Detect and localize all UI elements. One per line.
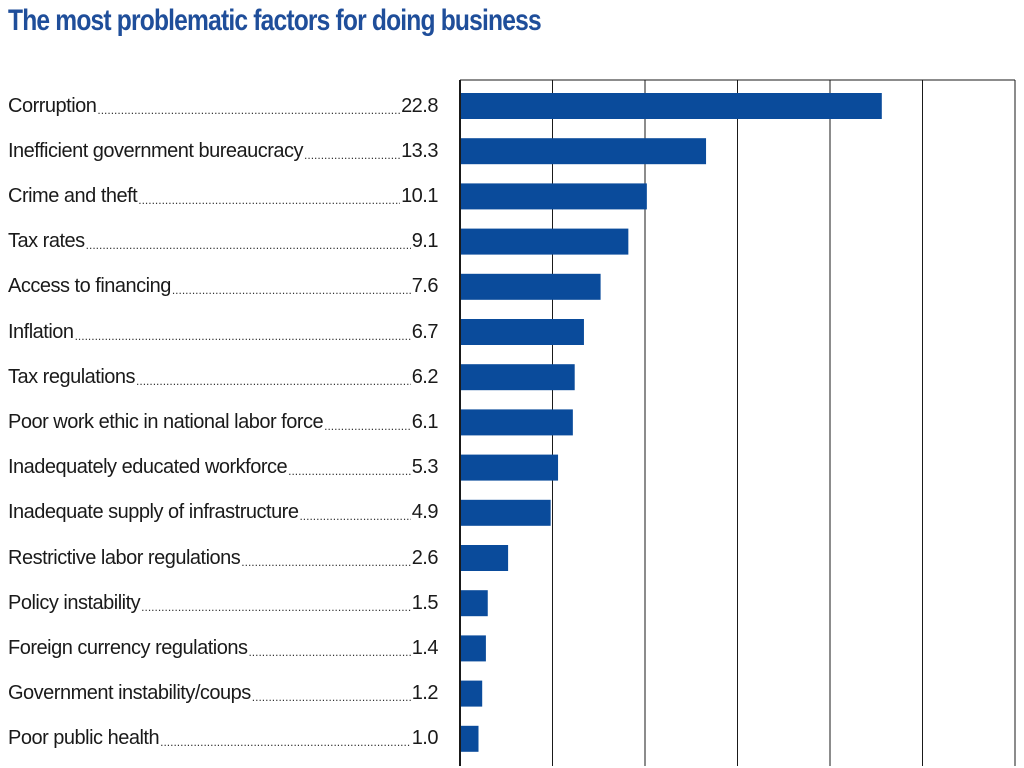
- dot-leader: ........................................…: [74, 328, 411, 343]
- bar: [461, 454, 559, 481]
- category-label: Foreign currency regulations: [8, 636, 248, 659]
- dot-leader: ........................................…: [324, 418, 411, 433]
- category-row: Crime and theft.........................…: [8, 174, 438, 219]
- category-label: Access to financing: [8, 275, 171, 298]
- category-row: Inefficient government bureaucracy......…: [8, 129, 438, 174]
- bar: [461, 93, 882, 119]
- category-label: Restrictive labor regulations: [8, 546, 241, 569]
- bar: [461, 499, 551, 526]
- category-row: Foreign currency regulations............…: [8, 626, 439, 671]
- bar: [461, 319, 584, 345]
- value-label: 1.5: [411, 591, 439, 614]
- value-label: 7.6: [411, 275, 439, 298]
- dot-leader: ........................................…: [248, 644, 411, 659]
- category-row: Inflation...............................…: [8, 310, 439, 355]
- category-label: Tax rates: [8, 230, 85, 253]
- category-label: Corruption: [8, 94, 97, 117]
- value-label: 1.0: [411, 727, 439, 750]
- dot-leader: ........................................…: [97, 102, 401, 117]
- value-label: 13.3: [401, 139, 438, 162]
- category-row: Tax regulations.........................…: [8, 355, 439, 400]
- category-label: Tax regulations: [8, 365, 136, 388]
- bar: [461, 409, 573, 436]
- category-label: Poor public health: [8, 727, 160, 750]
- dot-leader: ........................................…: [304, 147, 400, 162]
- value-label: 5.3: [411, 456, 439, 479]
- bar: [461, 635, 486, 662]
- category-row: Inadequately educated workforce.........…: [8, 445, 439, 490]
- bar: [461, 183, 647, 210]
- category-row: Tax rates...............................…: [8, 219, 439, 264]
- dot-leader: ........................................…: [251, 690, 411, 705]
- category-label: Poor work ethic in national labor force: [8, 410, 324, 433]
- bar: [461, 364, 575, 391]
- category-label: Inflation: [8, 320, 74, 343]
- category-row: Restrictive labor regulations...........…: [8, 536, 439, 581]
- dot-leader: ........................................…: [138, 192, 400, 207]
- bar: [461, 725, 479, 752]
- category-row: Poor public health......................…: [8, 716, 439, 761]
- bar: [461, 228, 629, 255]
- category-label: Policy instability: [8, 591, 141, 614]
- dot-leader: ........................................…: [160, 735, 411, 750]
- value-label: 9.1: [411, 230, 439, 253]
- category-row: Policy instability......................…: [8, 581, 439, 626]
- dot-leader: ........................................…: [241, 554, 410, 569]
- bar: [461, 680, 483, 707]
- value-label: 2.6: [411, 546, 439, 569]
- category-row: Corruption..............................…: [8, 84, 438, 129]
- category-row: Government instability/coups............…: [8, 671, 439, 716]
- category-label: Government instability/coups: [8, 682, 251, 705]
- value-label: 10.1: [401, 184, 438, 207]
- value-label: 6.7: [411, 320, 439, 343]
- dot-leader: ........................................…: [85, 238, 411, 253]
- dot-leader: ........................................…: [136, 373, 411, 388]
- bar: [461, 545, 509, 571]
- category-row: Inadequate supply of infrastructure.....…: [8, 490, 439, 535]
- category-label: Inadequate supply of infrastructure: [8, 501, 299, 524]
- dot-leader: ........................................…: [171, 283, 411, 298]
- bar: [461, 590, 488, 617]
- value-label: 6.1: [411, 410, 439, 433]
- chart-title: The most problematic factors for doing b…: [8, 4, 542, 37]
- bar: [461, 138, 707, 165]
- category-label: Crime and theft: [8, 184, 138, 207]
- category-row: Poor work ethic in national labor force.…: [8, 400, 439, 445]
- value-label: 6.2: [411, 365, 439, 388]
- dot-leader: ........................................…: [141, 599, 411, 614]
- value-label: 1.2: [411, 682, 439, 705]
- bar: [461, 273, 601, 300]
- value-label: 4.9: [411, 501, 439, 524]
- dot-leader: ........................................…: [288, 464, 411, 479]
- category-label-list: Corruption..............................…: [8, 83, 439, 766]
- value-label: 1.4: [411, 636, 439, 659]
- value-label: 22.8: [401, 94, 438, 117]
- dot-leader: ........................................…: [299, 509, 410, 524]
- category-label: Inadequately educated workforce: [8, 456, 288, 479]
- category-label: Inefficient government bureaucracy: [8, 139, 304, 162]
- category-row: Access to financing.....................…: [8, 264, 439, 309]
